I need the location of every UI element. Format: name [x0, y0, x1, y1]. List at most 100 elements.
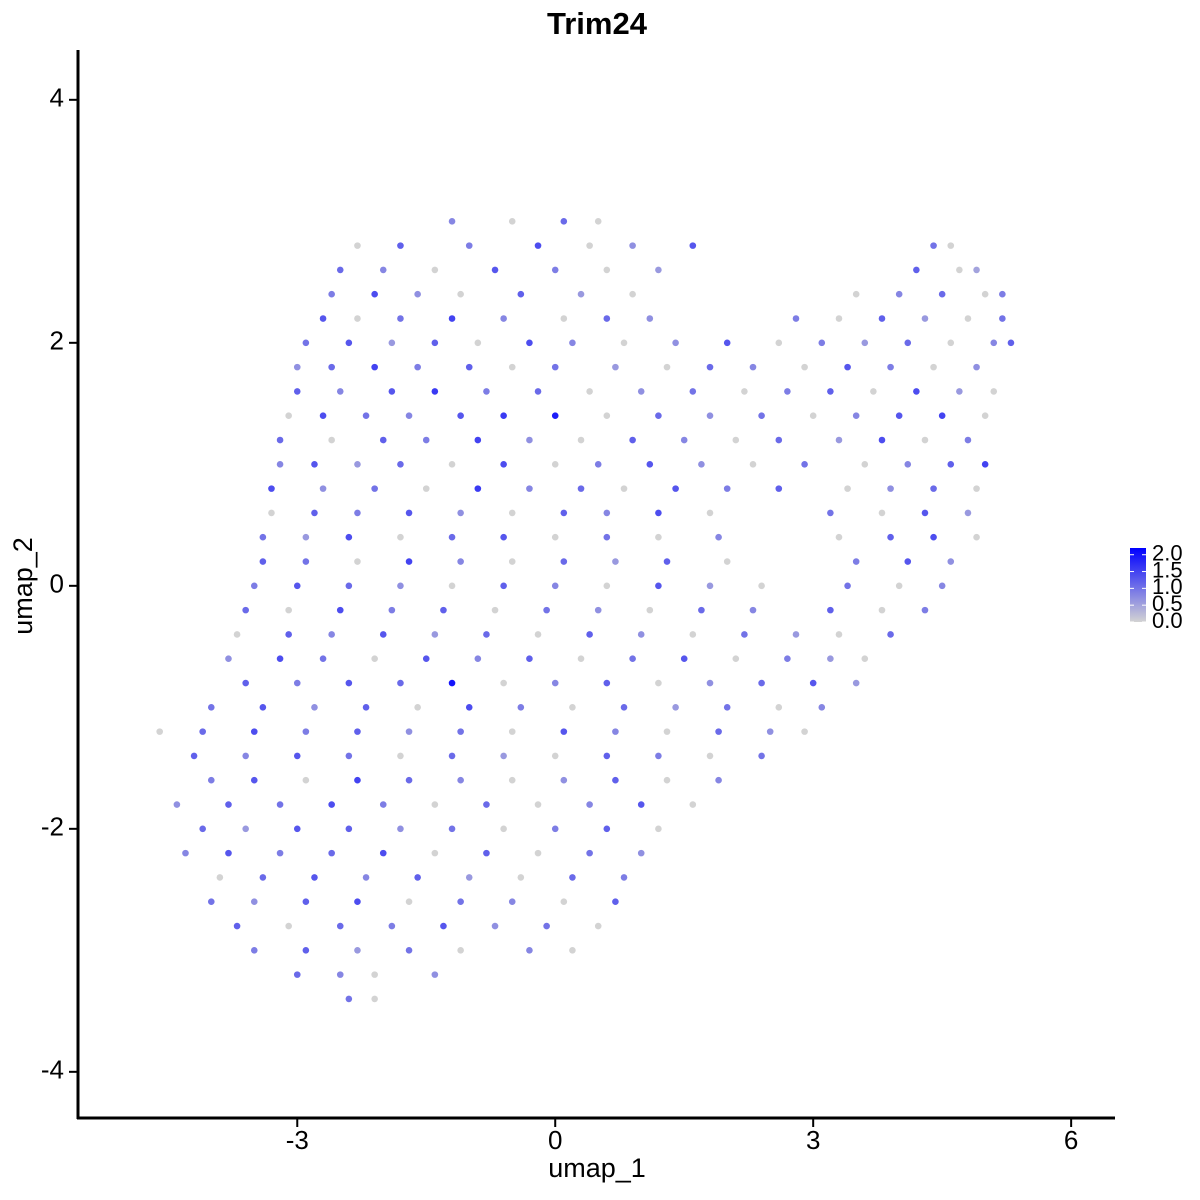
point [680, 436, 688, 444]
point [302, 776, 310, 784]
point [259, 704, 267, 711]
y-tick-label: -2 [41, 812, 64, 842]
point [775, 485, 783, 492]
point [852, 679, 860, 687]
point [560, 509, 568, 517]
point [414, 874, 421, 881]
x-tick-label: 3 [806, 1125, 820, 1155]
point [448, 533, 456, 541]
point [336, 971, 344, 978]
point [732, 436, 740, 444]
point [457, 290, 464, 298]
point [508, 898, 516, 906]
point [293, 825, 301, 833]
point [354, 461, 361, 468]
point [431, 971, 439, 978]
point [225, 655, 232, 663]
point [921, 606, 929, 614]
point [930, 485, 937, 492]
point [646, 606, 654, 614]
point [594, 922, 602, 930]
point [741, 388, 748, 395]
point [517, 874, 525, 881]
point [448, 461, 456, 468]
point [655, 825, 662, 833]
point [990, 388, 998, 395]
point [336, 922, 344, 930]
point [655, 752, 662, 760]
point [801, 728, 808, 735]
point [362, 412, 370, 420]
point [930, 242, 937, 249]
point [345, 582, 353, 590]
point [956, 388, 963, 395]
point [500, 461, 507, 468]
point [637, 388, 645, 395]
point [250, 582, 258, 590]
y-tick-label: 4 [50, 83, 64, 113]
point [465, 874, 473, 881]
point [276, 849, 284, 857]
point [397, 533, 404, 541]
point [354, 898, 361, 906]
point [706, 582, 714, 590]
point [371, 363, 378, 371]
point [913, 266, 920, 274]
point [190, 752, 198, 760]
point [861, 339, 869, 347]
point [276, 655, 284, 663]
point [328, 290, 335, 298]
point [577, 436, 585, 444]
point [345, 533, 353, 541]
point [500, 825, 507, 833]
point [1007, 339, 1015, 347]
x-tick-label: -3 [286, 1125, 309, 1155]
point [809, 679, 817, 687]
point [259, 533, 267, 541]
point [457, 412, 464, 420]
point [577, 290, 585, 298]
point [371, 971, 378, 978]
point [655, 412, 662, 420]
point [818, 704, 826, 711]
point [715, 776, 722, 784]
point [560, 558, 568, 565]
point [551, 825, 559, 833]
point [250, 776, 258, 784]
point [491, 606, 499, 614]
point [311, 704, 318, 711]
point [895, 412, 903, 420]
point [431, 801, 439, 808]
point [723, 704, 731, 711]
point [371, 655, 378, 663]
point [947, 558, 955, 565]
point [388, 339, 396, 347]
point [397, 679, 404, 687]
point [560, 728, 568, 735]
point [723, 485, 731, 492]
point [285, 922, 292, 930]
point [508, 558, 516, 565]
point [319, 655, 327, 663]
point [801, 363, 808, 371]
point [870, 388, 877, 395]
point [672, 339, 679, 347]
point [405, 776, 413, 784]
point [431, 266, 439, 274]
point [594, 461, 602, 468]
point [448, 315, 456, 322]
point [637, 801, 645, 808]
legend-tick-label: 0.0 [1152, 608, 1183, 633]
point [379, 436, 387, 444]
point [354, 776, 361, 784]
point [577, 485, 585, 492]
point [758, 582, 765, 590]
point [431, 388, 439, 395]
point [569, 339, 576, 347]
point [551, 363, 559, 371]
point [603, 825, 611, 833]
point [689, 242, 697, 249]
point [551, 266, 559, 274]
point [620, 874, 628, 881]
point [293, 752, 301, 760]
